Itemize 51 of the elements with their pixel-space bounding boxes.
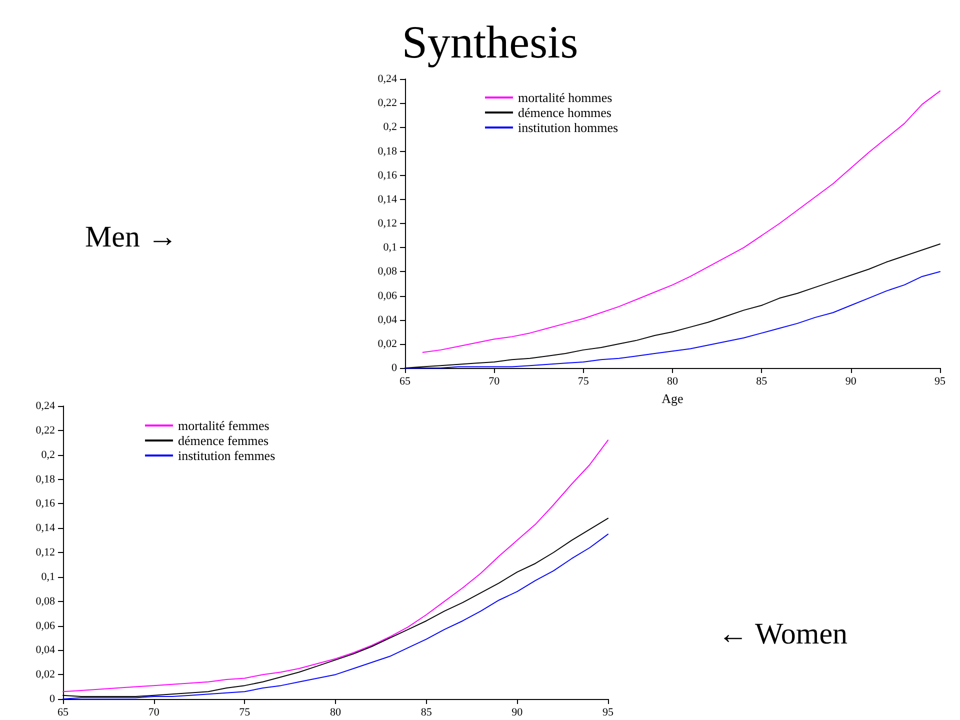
y-tick-label: 0,02 bbox=[36, 668, 55, 681]
x-tick-label: 85 bbox=[756, 376, 768, 388]
y-tick-label: 0,24 bbox=[378, 73, 398, 85]
legend-label: institution hommes bbox=[518, 120, 618, 135]
y-tick-label: 0,06 bbox=[36, 620, 56, 632]
y-tick-label: 0,16 bbox=[36, 498, 56, 510]
x-tick-label: 65 bbox=[58, 706, 69, 718]
x-tick-label: 90 bbox=[512, 706, 524, 718]
legend-label: mortalité femmes bbox=[178, 418, 270, 433]
x-tick-label: 85 bbox=[420, 706, 432, 718]
legend-label: démence femmes bbox=[178, 433, 269, 448]
legend-label: institution femmes bbox=[178, 448, 276, 463]
x-axis-title: Age bbox=[662, 390, 684, 406]
x-tick-label: 80 bbox=[330, 706, 342, 718]
x-tick-label: 70 bbox=[488, 376, 500, 388]
chart-title: Synthesis bbox=[402, 16, 578, 68]
legend-label: mortalité hommes bbox=[518, 90, 612, 105]
y-tick-label: 0,12 bbox=[378, 218, 397, 230]
y-tick-label: 0,08 bbox=[36, 595, 56, 608]
y-tick-label: 0,16 bbox=[378, 169, 398, 182]
y-tick-label: 0,1 bbox=[41, 570, 55, 583]
line-series bbox=[422, 90, 940, 353]
y-tick-label: 0,1 bbox=[383, 242, 397, 254]
y-tick-label: 0,08 bbox=[378, 266, 398, 278]
y-tick-label: 0,22 bbox=[36, 424, 55, 436]
x-tick-label: 75 bbox=[578, 376, 590, 388]
x-tick-label: 95 bbox=[934, 376, 946, 388]
legend-label: démence hommes bbox=[518, 105, 612, 120]
x-tick-label: 80 bbox=[667, 376, 678, 388]
x-tick-label: 70 bbox=[148, 706, 160, 718]
y-tick-label: 0,2 bbox=[41, 448, 55, 461]
y-tick-label: 0,02 bbox=[378, 338, 397, 350]
y-tick-label: 0,06 bbox=[378, 290, 398, 302]
y-tick-label: 0,24 bbox=[36, 400, 56, 412]
y-tick-label: 0,14 bbox=[36, 522, 56, 534]
x-tick-label: 95 bbox=[602, 706, 614, 718]
y-tick-label: 0,14 bbox=[378, 193, 398, 206]
y-tick-label: 0 bbox=[392, 362, 398, 374]
y-tick-label: 0,04 bbox=[378, 314, 398, 326]
x-tick-label: 65 bbox=[400, 376, 411, 388]
y-tick-label: 0 bbox=[50, 693, 56, 705]
y-tick-label: 0,04 bbox=[36, 644, 56, 656]
y-tick-label: 0,22 bbox=[378, 97, 397, 110]
x-tick-label: 75 bbox=[239, 706, 251, 718]
text: ← Women bbox=[718, 618, 848, 650]
y-tick-label: 0,2 bbox=[383, 121, 397, 134]
text: Men → bbox=[85, 220, 178, 254]
y-tick-label: 0,18 bbox=[378, 145, 398, 158]
y-tick-label: 0,18 bbox=[36, 473, 56, 486]
x-tick-label: 90 bbox=[845, 376, 857, 388]
y-tick-label: 0,12 bbox=[36, 546, 55, 558]
